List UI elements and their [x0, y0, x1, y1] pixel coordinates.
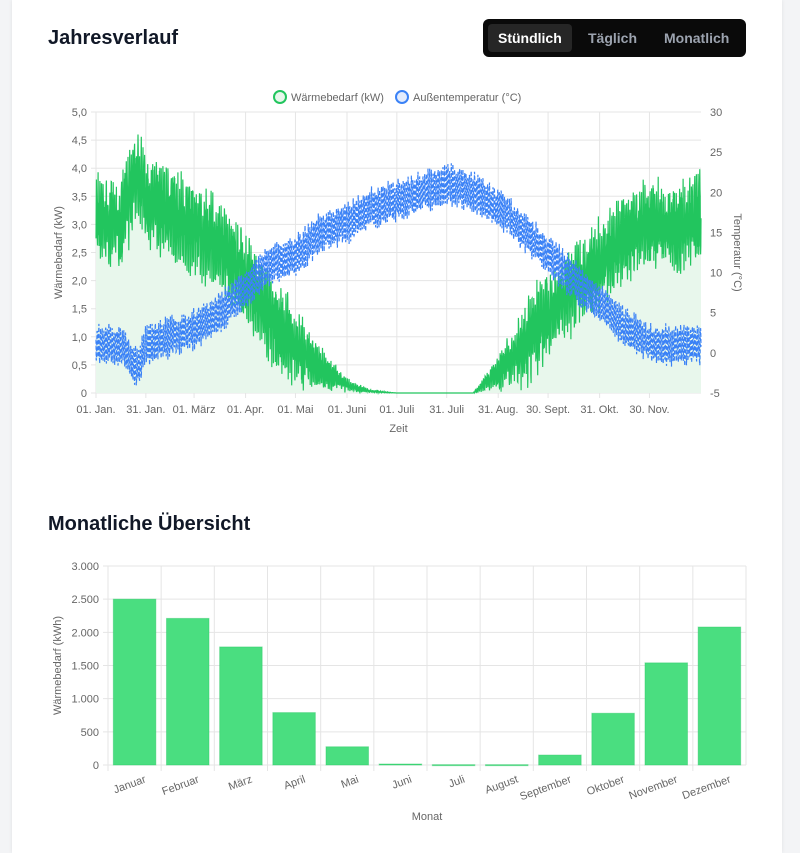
x-tick-label: 01. Jan.	[76, 404, 115, 416]
bar-märz	[219, 646, 263, 766]
y2-tick-label: 10	[710, 268, 722, 280]
bar-februar	[165, 617, 210, 766]
bar-januar	[112, 598, 157, 766]
y2-axis-title: Temperatur (°C)	[731, 213, 743, 291]
y-tick-label: 4,0	[72, 163, 87, 175]
x-tick-label: Juni	[390, 774, 413, 792]
x-tick-label: August	[483, 774, 519, 797]
x-tick-label: Mai	[340, 774, 361, 791]
y2-tick-label: 25	[710, 147, 722, 159]
x-tick-label: 01. Juni	[328, 404, 367, 416]
y-axis-title: Wärmebedarf (kW)	[53, 206, 65, 299]
x-tick-label: Januar	[112, 773, 148, 796]
toggle-monthly[interactable]: Monatlich	[664, 30, 730, 46]
x-tick-label: März	[227, 774, 254, 794]
x-tick-label: Dezember	[681, 773, 733, 802]
legend-label-temperature: Außentemperatur (°C)	[413, 92, 521, 104]
x-tick-label: 30. Nov.	[629, 404, 669, 416]
x-tick-label: 30. Sept.	[526, 404, 570, 416]
y2-tick-label: 0	[710, 348, 716, 360]
x-tick-label: 31. Okt.	[580, 404, 619, 416]
x-tick-label: 01. Apr.	[227, 404, 264, 416]
x-tick-label: Oktober	[585, 773, 626, 798]
y-tick-label: 2,0	[72, 276, 87, 288]
demand-line	[95, 134, 702, 395]
y-tick-label: 1,5	[72, 304, 87, 316]
x-tick-label: 01. Mai	[277, 404, 313, 416]
x-tick-label: November	[627, 773, 679, 802]
bar-mai	[325, 746, 370, 766]
page-title: Jahresverlauf	[48, 27, 179, 49]
y-tick-label: 3,5	[72, 191, 87, 203]
legend-marker-demand	[273, 90, 287, 104]
bar-oktober	[591, 712, 635, 766]
y-tick-label: 5,0	[72, 107, 87, 119]
x-tick-label: 31. Aug.	[478, 404, 518, 416]
y-tick-label: 0	[81, 388, 87, 400]
monthly-title: Monatliche Übersicht	[48, 513, 251, 535]
x-tick-label: Februar	[160, 773, 201, 798]
legend-marker-temperature	[395, 90, 409, 104]
y2-tick-label: -5	[710, 388, 720, 400]
x-tick-label: 01. März	[173, 404, 216, 416]
y2-tick-label: 30	[710, 107, 722, 119]
y-tick-label: 2.500	[71, 594, 99, 606]
y-tick-label: 4,5	[72, 135, 87, 147]
y-tick-label: 500	[81, 727, 99, 739]
y-tick-label: 0,5	[72, 360, 87, 372]
temperature-line	[95, 163, 702, 386]
x-axis-title: Zeit	[389, 423, 407, 435]
x-axis-title: Monat	[412, 811, 443, 823]
y-tick-label: 2.000	[71, 627, 99, 639]
y2-tick-label: 20	[710, 187, 722, 199]
y2-tick-label: 5	[710, 308, 716, 320]
x-tick-label: April	[282, 774, 307, 793]
resolution-toggle: Stündlich Täglich Monatlich	[483, 19, 746, 57]
x-tick-label: September	[518, 773, 573, 803]
x-tick-label: 01. Juli	[379, 404, 414, 416]
toggle-daily[interactable]: Täglich	[588, 30, 638, 46]
y-tick-label: 0	[93, 760, 99, 772]
y-tick-label: 2,5	[72, 248, 87, 260]
toggle-hourly[interactable]: Stündlich	[488, 24, 572, 52]
legend-label-demand: Wärmebedarf (kW)	[291, 92, 384, 104]
bar-juni	[378, 763, 423, 766]
y-tick-label: 1,0	[72, 332, 87, 344]
y2-tick-label: 15	[710, 227, 722, 239]
x-tick-label: 31. Juli	[429, 404, 464, 416]
y-tick-label: 1.000	[71, 694, 99, 706]
x-tick-label: 31. Jan.	[126, 404, 165, 416]
y-tick-label: 3,0	[72, 219, 87, 231]
bar-juli	[431, 764, 476, 767]
y-tick-label: 1.500	[71, 661, 99, 673]
y-tick-label: 3.000	[71, 561, 99, 573]
y-axis-title: Wärmebedarf (kWh)	[52, 616, 64, 715]
bar-september	[538, 754, 582, 766]
bar-august	[484, 764, 529, 767]
bar-november	[644, 662, 689, 766]
bar-april	[272, 712, 316, 766]
x-tick-label: Juli	[447, 774, 467, 791]
bar-dezember	[697, 626, 742, 766]
